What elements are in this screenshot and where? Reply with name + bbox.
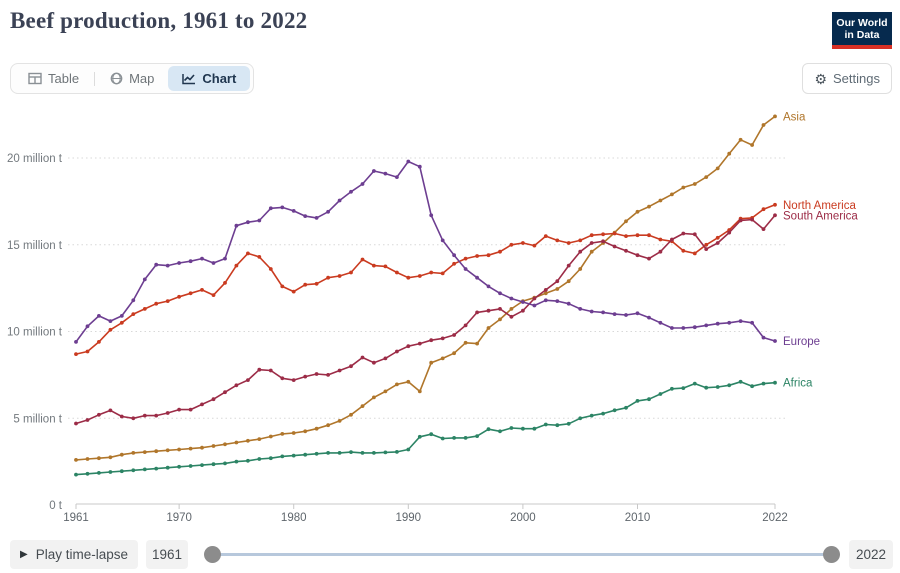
gear-icon: ⚙ [814,70,828,87]
globe-icon [110,72,123,85]
settings-label: Settings [833,71,880,86]
tab-divider [94,71,96,86]
play-timelapse-button[interactable]: ▶ Play time-lapse [10,540,138,569]
owid-logo: Our World in Data [832,12,892,49]
tab-chart[interactable]: Chart [168,66,251,91]
tab-table-label: Table [48,71,80,86]
svg-text:2010: 2010 [625,512,651,524]
tab-map[interactable]: Map [96,66,168,91]
svg-text:Asia: Asia [783,111,806,123]
svg-text:1961: 1961 [63,512,89,524]
tab-chart-label: Chart [202,71,237,86]
svg-text:North America: North America [783,200,856,212]
owid-logo-line1: Our World [836,17,888,29]
play-icon: ▶ [20,549,28,560]
play-timelapse-label: Play time-lapse [35,547,128,562]
svg-text:South America: South America [783,210,858,222]
svg-text:Europe: Europe [783,336,820,348]
line-chart-icon [182,72,196,85]
timeline-slider-track[interactable] [212,553,836,556]
settings-button[interactable]: ⚙ Settings [802,63,892,94]
tab-table[interactable]: Table [14,66,93,91]
view-tabs: Table Map Chart [10,63,255,94]
svg-text:2000: 2000 [510,512,536,524]
svg-text:20 million t: 20 million t [7,153,63,165]
timeline-start-year[interactable]: 1961 [146,540,188,569]
tab-map-label: Map [129,71,155,86]
timeline-slider[interactable] [204,540,844,569]
timeline-slider-end-handle[interactable] [823,546,840,563]
page-title: Beef production, 1961 to 2022 [10,8,308,33]
svg-text:10 million t: 10 million t [7,327,63,339]
svg-text:2022: 2022 [762,512,788,524]
svg-text:5 million t: 5 million t [13,413,62,425]
svg-text:0 t: 0 t [49,500,63,512]
svg-text:15 million t: 15 million t [7,240,63,252]
svg-text:1990: 1990 [396,512,422,524]
timeline-end-year[interactable]: 2022 [849,540,893,569]
timeline-slider-start-handle[interactable] [204,546,221,563]
table-grid-icon [28,72,42,85]
svg-text:1970: 1970 [166,512,192,524]
svg-text:1980: 1980 [281,512,307,524]
svg-text:Africa: Africa [783,378,813,390]
owid-logo-line2: in Data [844,29,880,41]
